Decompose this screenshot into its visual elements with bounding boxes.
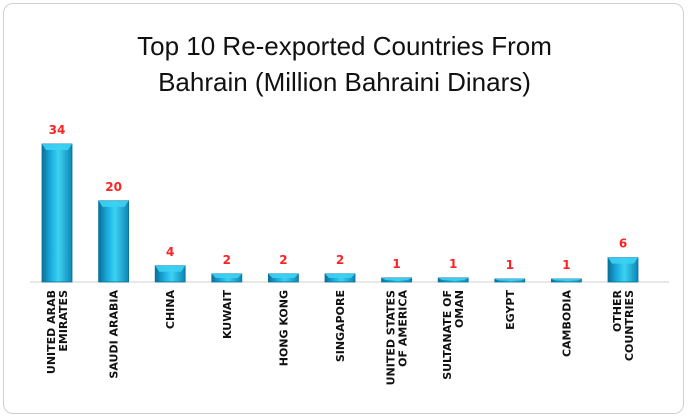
bar-value-label: 2 <box>223 253 231 267</box>
bar-cap <box>551 279 582 281</box>
category-label: KUWAIT <box>221 290 234 340</box>
bar-value-label: 1 <box>562 258 570 272</box>
bar-value-label: 2 <box>336 253 344 267</box>
bar <box>98 200 129 283</box>
bar-cap <box>325 273 355 278</box>
chart-title: Top 10 Re-exported Countries From Bahrai… <box>0 28 689 100</box>
bar-value-label: 1 <box>392 257 400 271</box>
category-label: COUNTRIES <box>623 290 636 361</box>
category-label: OMAN <box>453 290 466 328</box>
bar-cap <box>268 273 299 278</box>
bar-cap <box>438 277 469 280</box>
bar-value-label: 1 <box>449 257 457 271</box>
bar-cap <box>42 144 72 150</box>
chart-title-line1: Top 10 Re-exported Countries From <box>137 31 552 61</box>
category-label: OTHER <box>611 289 624 332</box>
bar <box>41 143 73 283</box>
category-label: SINGAPORE <box>334 290 347 362</box>
bar-value-label: 6 <box>619 237 627 251</box>
bar-value-label: 2 <box>279 253 287 267</box>
chart-title-line2: Bahrain (Million Bahraini Dinars) <box>158 67 531 97</box>
category-label: CAMBODIA <box>560 290 573 357</box>
category-label: UNITED ARAB <box>45 290 58 374</box>
bar-cap <box>494 279 525 281</box>
category-label: EMIRATES <box>57 290 70 352</box>
bar-cap <box>211 273 242 278</box>
bar-value-label: 4 <box>166 245 174 259</box>
category-label: HONG KONG <box>277 290 290 366</box>
bar-cap <box>98 200 129 207</box>
category-label: SAUDI ARABIA <box>108 290 121 379</box>
bar-cap <box>155 265 186 272</box>
category-label: OF AMERICA <box>397 290 410 367</box>
bar-value-label: 34 <box>49 123 66 137</box>
category-label: SULTANATE OF <box>441 290 454 380</box>
bar-value-label: 20 <box>105 180 122 194</box>
bar-value-label: 1 <box>506 258 514 272</box>
category-label: EGYPT <box>504 290 517 330</box>
category-label: UNITED STATES <box>385 290 398 385</box>
category-label: CHINA <box>164 290 177 330</box>
bar-cap <box>381 277 412 280</box>
bar-cap <box>608 257 638 264</box>
